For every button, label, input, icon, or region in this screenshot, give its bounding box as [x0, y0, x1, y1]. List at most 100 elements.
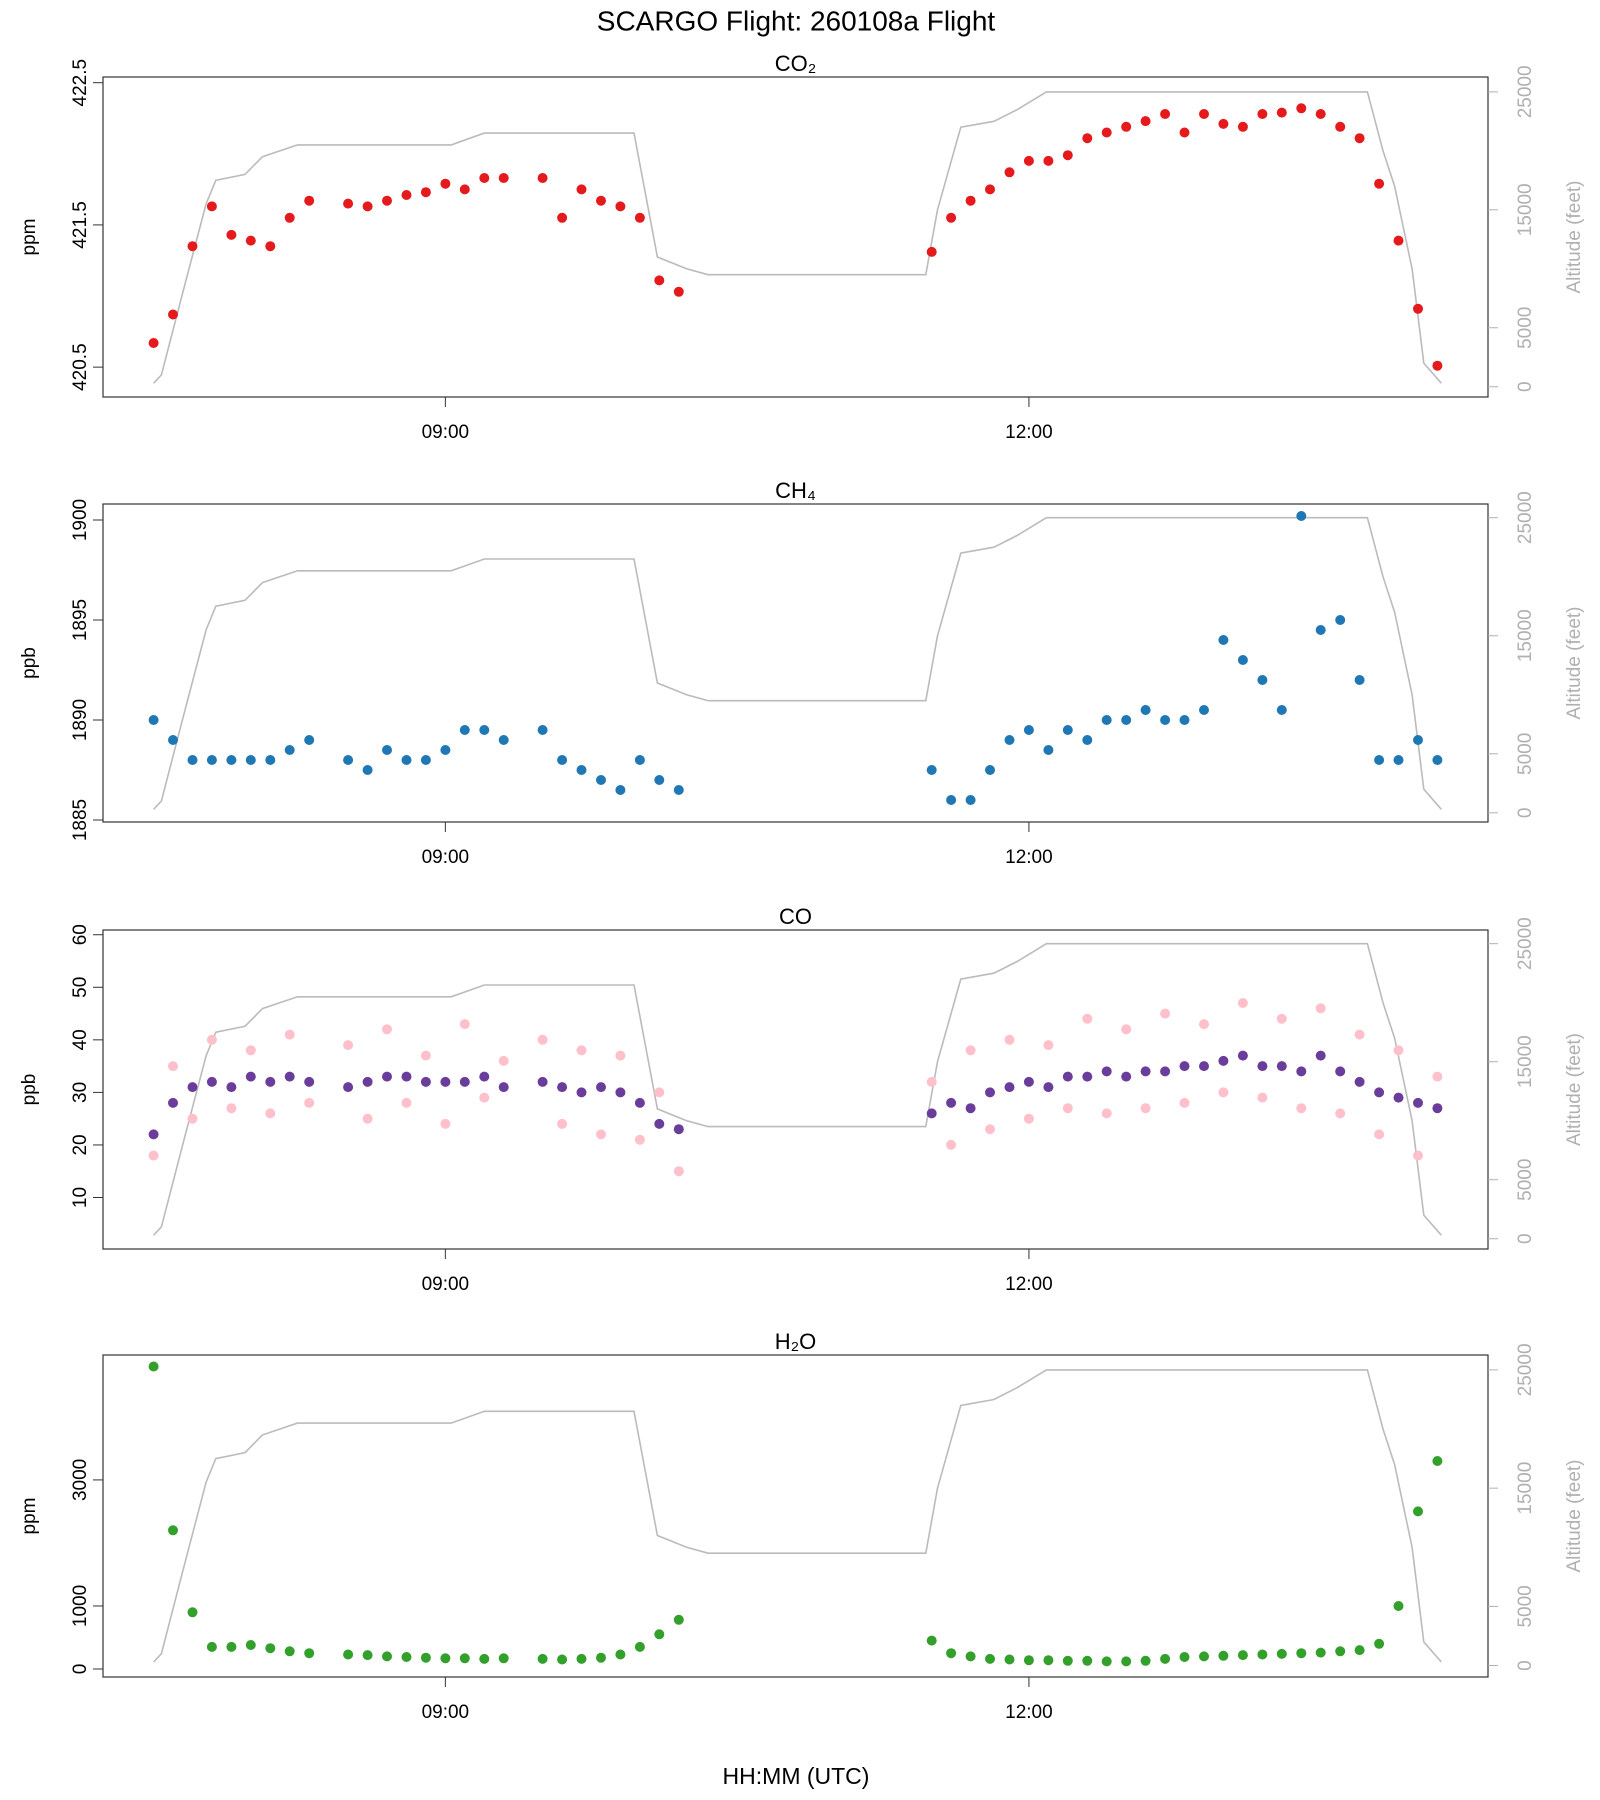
data-point: [596, 775, 606, 785]
y2-tick-label: 15000: [1515, 609, 1536, 662]
data-point: [1296, 103, 1307, 114]
data-point: [1393, 1045, 1404, 1056]
data-point: [1374, 1129, 1385, 1140]
plot-area: [148, 511, 1443, 810]
data-point: [245, 1640, 256, 1650]
data-point: [1296, 1648, 1307, 1659]
plot-frame: [102, 76, 1489, 398]
data-point: [576, 1045, 587, 1056]
y-tick-label: 50: [70, 977, 91, 998]
data-point: [187, 1082, 198, 1093]
data-point: [1296, 1066, 1307, 1077]
data-point: [557, 755, 568, 765]
data-point: [1432, 755, 1443, 765]
data-point: [634, 755, 645, 765]
y-tick-label: 60: [70, 924, 91, 945]
data-point: [654, 1087, 665, 1098]
data-point: [615, 785, 626, 795]
data-point: [1082, 735, 1093, 745]
data-point: [537, 173, 548, 183]
data-point: [926, 1108, 937, 1119]
data-point: [362, 1113, 373, 1124]
y2-tick-label: 25000: [1515, 491, 1536, 544]
data-point: [1121, 1656, 1132, 1667]
data-point: [1199, 109, 1209, 119]
y-tick-label: 20: [70, 1134, 91, 1155]
panel-title: CO: [779, 904, 812, 929]
data-point: [1335, 1066, 1346, 1077]
data-point: [265, 1076, 276, 1087]
data-point: [1257, 1061, 1268, 1072]
data-point: [1413, 303, 1423, 314]
y-axis-label: ppb: [19, 1074, 40, 1106]
y2-tick-label: 15000: [1515, 1462, 1536, 1515]
y2-tick-label: 5000: [1515, 1159, 1536, 1201]
data-point: [479, 1071, 490, 1082]
data-point: [1276, 1648, 1287, 1659]
data-point: [187, 1607, 198, 1618]
data-point: [1023, 1655, 1034, 1666]
data-point: [440, 1118, 451, 1129]
data-point: [537, 725, 548, 735]
y2-tick-label: 25000: [1515, 65, 1536, 118]
data-point: [1276, 705, 1287, 715]
data-point: [1432, 1071, 1443, 1082]
data-point: [965, 1045, 976, 1056]
data-point: [206, 201, 217, 212]
data-point: [615, 201, 626, 212]
data-point: [265, 241, 276, 252]
plot-frame: [102, 929, 1489, 1250]
data-point: [1101, 1108, 1112, 1119]
data-point: [382, 1651, 392, 1662]
data-point: [226, 1103, 237, 1114]
data-point: [148, 1361, 159, 1372]
y2-axis-label: Altitude (feet): [1564, 181, 1585, 294]
data-point: [304, 1097, 315, 1108]
plot-area: [148, 942, 1443, 1236]
data-point: [985, 765, 995, 775]
data-point: [615, 1649, 626, 1660]
y-tick-label: 1890: [70, 699, 91, 741]
data-point: [1257, 1092, 1268, 1103]
data-point: [1276, 1061, 1287, 1072]
data-point: [1393, 1092, 1404, 1103]
data-point: [1082, 133, 1093, 144]
y-axis-label: ppm: [19, 1498, 40, 1535]
data-point: [420, 187, 431, 198]
data-point: [362, 765, 373, 775]
data-point: [654, 1118, 665, 1129]
data-point: [459, 1653, 470, 1664]
data-point: [1315, 109, 1326, 119]
altitude-line: [153, 942, 1442, 1236]
y-tick-label: 0: [70, 1664, 91, 1675]
data-point: [459, 1076, 470, 1087]
data-point: [1179, 127, 1190, 138]
data-point: [498, 1055, 509, 1066]
data-point: [168, 1097, 178, 1108]
y2-axis-label: Altitude (feet): [1564, 607, 1585, 720]
data-point: [537, 1076, 548, 1087]
data-point: [362, 1076, 373, 1087]
data-point: [1121, 1071, 1132, 1082]
data-point: [1237, 1650, 1248, 1661]
data-point: [304, 1648, 315, 1659]
data-point: [946, 795, 957, 805]
data-point: [168, 309, 178, 320]
data-point: [946, 212, 957, 223]
data-point: [1237, 998, 1248, 1008]
data-point: [1218, 635, 1229, 645]
altitude-line: [153, 516, 1442, 810]
data-point: [1101, 715, 1112, 725]
data-point: [206, 1641, 217, 1652]
data-point: [1140, 705, 1151, 715]
data-point: [1043, 1040, 1054, 1051]
data-point: [1432, 1456, 1443, 1466]
y2-tick-label: 25000: [1515, 1343, 1536, 1396]
data-point: [1101, 1656, 1112, 1667]
data-point: [1023, 1076, 1034, 1087]
data-point: [985, 184, 995, 195]
data-point: [1335, 121, 1346, 132]
data-point: [343, 1649, 354, 1660]
data-point: [985, 1124, 995, 1135]
